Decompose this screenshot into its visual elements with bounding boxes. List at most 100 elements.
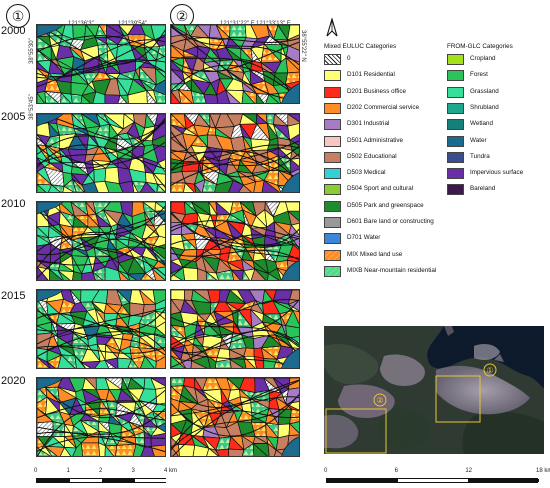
land-use-parcel xyxy=(152,89,165,103)
land-use-parcel xyxy=(154,333,165,350)
land-use-parcel xyxy=(37,447,51,456)
map-panel-1-2000 xyxy=(36,24,166,104)
land-use-parcel xyxy=(131,181,139,192)
land-use-parcel xyxy=(285,387,299,405)
land-use-parcel xyxy=(255,92,265,103)
legend-euluc-swatch xyxy=(324,135,341,147)
land-use-parcel xyxy=(207,355,217,368)
land-use-parcel xyxy=(229,358,244,368)
land-use-parcel xyxy=(205,271,218,280)
road-line xyxy=(37,60,165,78)
land-use-parcel xyxy=(152,144,165,164)
land-use-parcel xyxy=(267,442,277,456)
legend-euluc-swatch xyxy=(324,54,341,65)
land-use-parcel xyxy=(117,357,133,368)
land-use-parcel xyxy=(81,362,92,368)
legend-glc-swatch xyxy=(447,70,464,82)
land-use-parcel xyxy=(57,270,71,280)
land-use-parcel xyxy=(265,114,275,125)
land-use-parcel xyxy=(177,88,193,103)
land-use-parcel xyxy=(171,90,181,103)
land-use-parcel xyxy=(203,93,219,103)
road-line xyxy=(37,207,165,277)
legend-glc-label: Grassland xyxy=(470,87,499,95)
land-use-parcel xyxy=(238,184,252,192)
road-line xyxy=(37,308,165,356)
legend-euluc-label: D201 Business office xyxy=(347,87,407,95)
land-use-parcel xyxy=(228,448,245,456)
road-line xyxy=(171,41,299,73)
legend-euluc-swatch xyxy=(324,217,341,228)
scalebar-left-tick-label: 0 xyxy=(34,468,38,474)
land-use-parcel xyxy=(140,272,155,280)
scalebar-right-tick-label: 12 xyxy=(465,468,473,474)
legend-glc-label: Bareland xyxy=(470,185,496,193)
legend-glc-label: Wetland xyxy=(470,120,493,128)
road-line xyxy=(171,335,299,356)
land-use-parcel xyxy=(104,94,121,103)
legend-euluc-swatch xyxy=(324,102,341,114)
road-line xyxy=(171,145,299,172)
land-use-parcel xyxy=(250,138,271,151)
road-line xyxy=(37,408,165,435)
land-use-parcel xyxy=(155,356,165,368)
road-line xyxy=(37,307,165,345)
land-use-parcel xyxy=(72,271,83,280)
land-use-parcel xyxy=(241,269,250,280)
legend-glc-swatch xyxy=(447,184,464,196)
scalebar-left-bar xyxy=(36,478,167,483)
scalebar-left-tick-label: 4 km xyxy=(164,468,178,474)
road-line xyxy=(171,385,299,408)
land-use-parcel xyxy=(171,182,186,192)
land-use-parcel xyxy=(52,421,66,438)
land-use-parcel xyxy=(150,444,165,456)
road-line xyxy=(37,308,165,331)
land-use-parcel xyxy=(250,268,266,280)
road-line xyxy=(37,35,165,58)
land-use-parcel xyxy=(285,71,299,85)
scalebar-right-segment xyxy=(468,479,539,482)
road-line xyxy=(171,37,299,45)
legend-euluc-label: D501 Administrative xyxy=(347,136,403,144)
land-use-parcel xyxy=(178,444,196,456)
road-line xyxy=(37,238,165,266)
legend-euluc-label: D101 Residential xyxy=(347,71,395,79)
land-use-parcel xyxy=(70,93,83,103)
land-use-parcel xyxy=(229,25,247,38)
road-line xyxy=(37,345,165,354)
land-use-parcel xyxy=(104,266,121,280)
land-use-parcel xyxy=(182,267,199,280)
land-use-parcel xyxy=(171,445,179,456)
land-use-parcel xyxy=(183,182,195,192)
land-use-parcel xyxy=(126,273,137,280)
year-label-2020: 2020 xyxy=(1,375,26,387)
land-use-parcel xyxy=(139,181,156,192)
panel-1-label: ① xyxy=(6,4,30,28)
satellite-image: ① ② xyxy=(324,326,544,454)
scalebar-right-bar xyxy=(326,478,539,483)
legend-euluc-label: 0 xyxy=(347,55,351,62)
land-use-parcel xyxy=(224,88,241,103)
road-line xyxy=(171,380,299,417)
legend-euluc-label: D504 Sport and cultural xyxy=(347,185,414,193)
road-line xyxy=(171,222,299,246)
land-use-parcel xyxy=(171,378,185,387)
land-use-parcel xyxy=(190,360,208,368)
land-use-parcel xyxy=(215,269,235,280)
land-use-parcel xyxy=(228,180,245,192)
legend-glc-swatch xyxy=(447,119,464,131)
map-panel-2-2010 xyxy=(170,201,300,281)
land-use-parcel xyxy=(80,442,101,456)
legend-glc-swatch xyxy=(447,54,464,65)
road-line xyxy=(37,408,165,456)
legend-euluc-title: Mixed EULUC Categories xyxy=(324,43,397,50)
road-line xyxy=(37,212,165,279)
land-use-parcel xyxy=(197,268,207,280)
road-line xyxy=(37,378,165,419)
road-line xyxy=(171,330,299,368)
year-label-2010: 2010 xyxy=(1,198,26,210)
legend-euluc-label: MIXB Near-mountain residential xyxy=(347,266,437,274)
road-line xyxy=(37,137,165,166)
scalebar-left-tick-label: 1 xyxy=(66,468,70,474)
land-use-parcel xyxy=(48,184,61,192)
